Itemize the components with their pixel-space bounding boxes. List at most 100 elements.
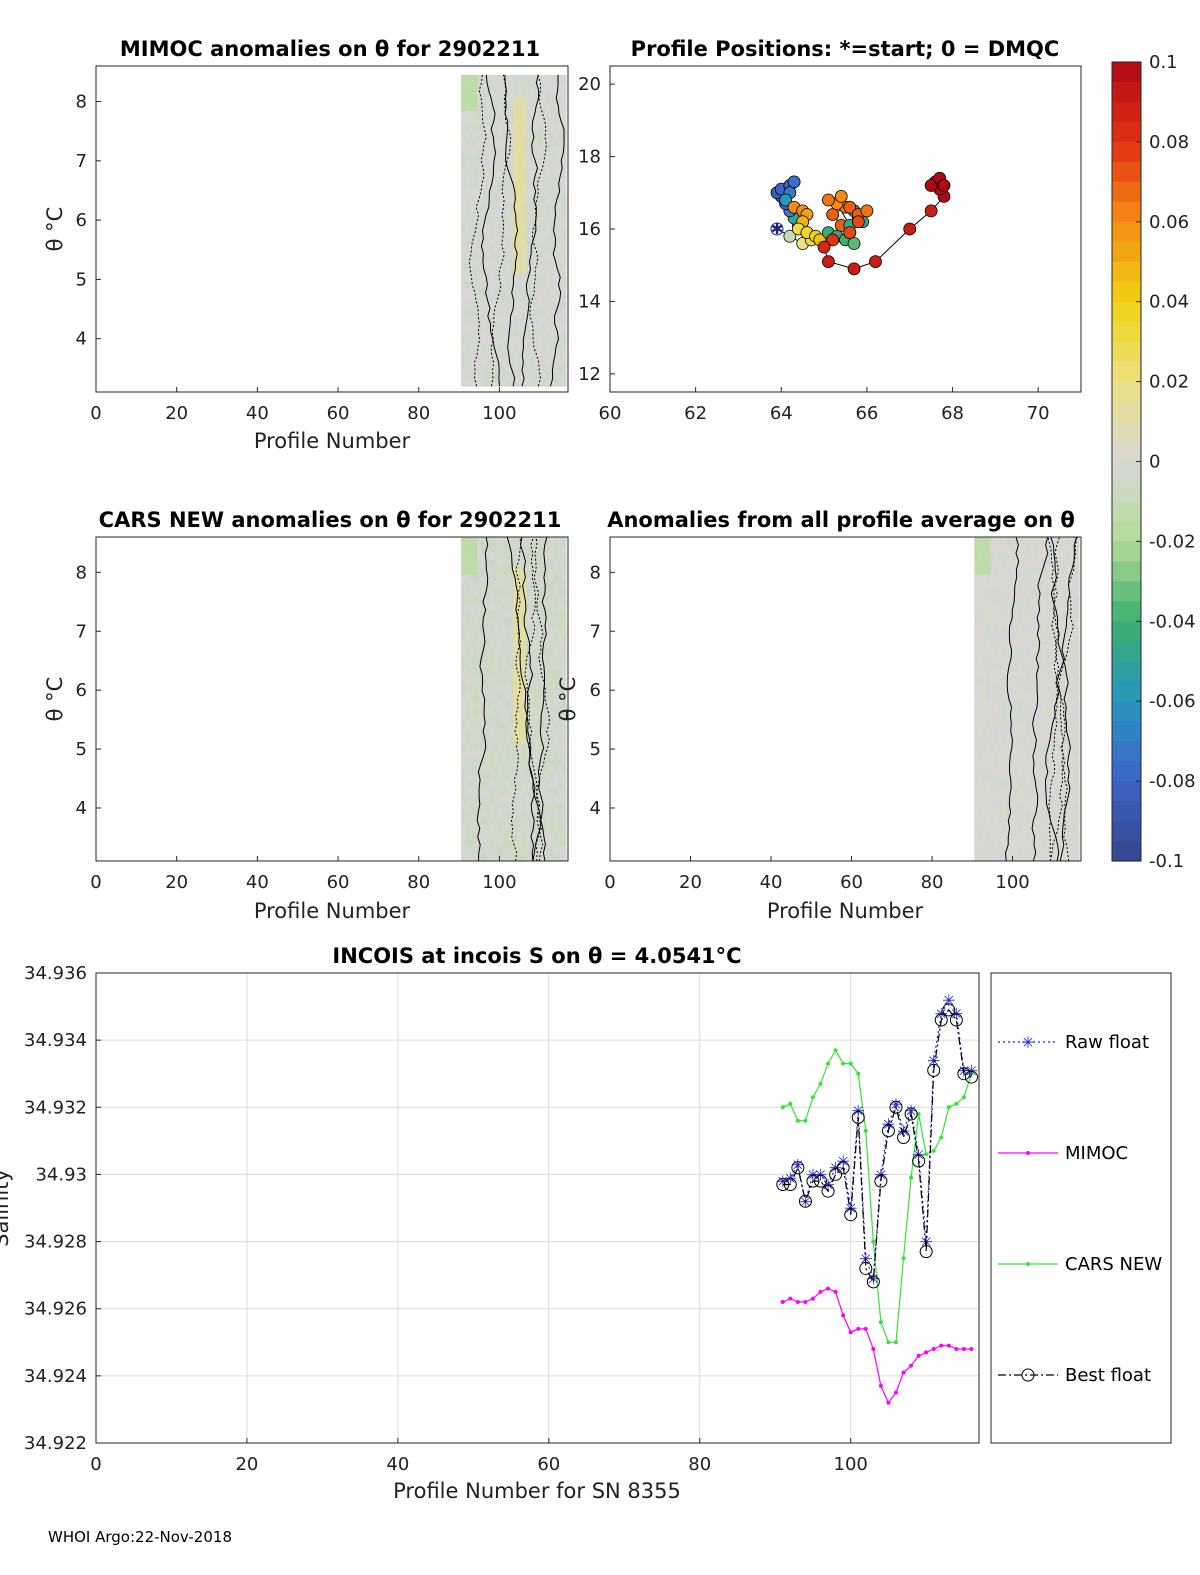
mimoc-cell: [493, 103, 499, 111]
allavg-cell: [1074, 691, 1080, 700]
cars-cell: [489, 647, 494, 656]
cars-cell: [533, 802, 539, 811]
allavg-cell: [1038, 794, 1044, 803]
allavg-cell: [1002, 713, 1008, 722]
mimoc-cell: [517, 152, 523, 161]
cars-cell: [521, 780, 527, 788]
mimoc-cell: [509, 173, 515, 182]
mimoc-cell: [465, 103, 470, 111]
mimoc-cell: [473, 223, 478, 232]
cars-cell: [493, 662, 499, 671]
allavg-cell: [978, 691, 983, 700]
allavg-cell: [1070, 610, 1076, 619]
mimoc-cell: [525, 117, 531, 125]
mimoc-cell: [465, 272, 470, 281]
cars-cell: [525, 787, 531, 796]
cars-cell: [493, 559, 499, 568]
allavg-cell: [1002, 662, 1008, 671]
cars-cell: [481, 802, 486, 811]
cars-cell: [477, 743, 482, 752]
cars-cell: [557, 728, 563, 737]
mimoc-cell: [513, 166, 519, 175]
mimoc-cell: [545, 159, 551, 168]
cars-cell: [513, 669, 519, 678]
allavg-cell: [974, 721, 979, 730]
allavg-cell: [1070, 794, 1076, 803]
cars-cell: [537, 831, 543, 840]
mimoc-cell: [557, 244, 563, 253]
mimoc-cell: [557, 159, 563, 168]
mimoc-cell: [557, 195, 563, 203]
allavg-cell: [1006, 618, 1012, 626]
mimoc-cell: [505, 237, 511, 246]
cars-cell: [525, 802, 531, 811]
cars-cell: [505, 780, 511, 788]
colorbar-step: [1112, 521, 1141, 542]
mimoc-cell: [525, 237, 531, 246]
mimoc-cell: [461, 371, 466, 380]
allavg-cell: [1018, 765, 1024, 774]
mimoc-cell: [485, 230, 490, 239]
cars-cell: [469, 618, 474, 626]
cars-cell: [505, 632, 511, 641]
cars-cell: [521, 559, 527, 568]
series-best-float-point: [806, 1174, 820, 1188]
cars-cell: [489, 794, 494, 803]
mimoc-cell: [497, 202, 503, 210]
allavg-cell: [1034, 735, 1040, 744]
allavg-cell: [1054, 780, 1060, 788]
mimoc-cell: [489, 110, 494, 118]
cars-cell: [485, 713, 490, 722]
mimoc-cell: [517, 251, 523, 260]
cars-cell: [501, 640, 507, 649]
mimoc-cell: [545, 188, 551, 196]
allavg-cell: [1058, 632, 1064, 641]
cars-cell: [473, 838, 478, 847]
cars-cell: [469, 728, 474, 737]
mimoc-cell: [473, 322, 478, 331]
mimoc-cell: [545, 103, 551, 111]
allavg-cell: [1062, 757, 1068, 766]
mimoc-cell: [489, 81, 494, 90]
mimoc-cell: [473, 81, 478, 90]
allavg-cell: [1026, 735, 1032, 744]
colorbar-step: [1112, 461, 1141, 483]
mimoc-cell: [469, 180, 474, 189]
mimoc-cell: [473, 74, 478, 83]
allavg-cell: [1022, 794, 1028, 803]
cars-cell: [505, 691, 511, 700]
mimoc-cell: [513, 308, 519, 316]
cars-cell: [529, 581, 535, 590]
series-mimoc-point: [863, 1326, 868, 1331]
cars-cell: [537, 699, 543, 707]
allavg-cell: [1030, 640, 1036, 649]
cars-cell: [545, 706, 551, 715]
cars-cell: [485, 757, 490, 766]
series-best-float-point: [927, 1063, 941, 1077]
cars-cell: [489, 691, 494, 700]
mimoc-cell: [477, 195, 482, 203]
cars-cell: [537, 595, 543, 604]
cars-cell: [549, 544, 555, 553]
allavg-cell: [1006, 765, 1012, 774]
mimoc-cell: [521, 74, 527, 83]
allavg-cell: [1030, 566, 1036, 575]
allavg-cell: [1050, 588, 1056, 597]
mimoc-cell: [505, 364, 511, 373]
cars-cell: [549, 566, 555, 575]
cars-cell: [549, 750, 555, 759]
allavg-cell: [1042, 824, 1048, 833]
cars-cell: [509, 632, 515, 641]
allavg-cell: [974, 559, 979, 568]
cars-cell: [473, 676, 478, 685]
mimoc-cell: [513, 138, 519, 147]
cars-xtick-label: 100: [482, 872, 516, 893]
cars-cell: [473, 794, 478, 803]
cars-cell: [485, 743, 490, 752]
allavg-cell: [1014, 772, 1020, 781]
allavg-cell: [1014, 794, 1020, 803]
cars-cell: [497, 824, 503, 833]
allavg-cell: [1066, 838, 1072, 847]
allavg-cell: [1042, 794, 1048, 803]
allavg-cell: [990, 625, 996, 634]
